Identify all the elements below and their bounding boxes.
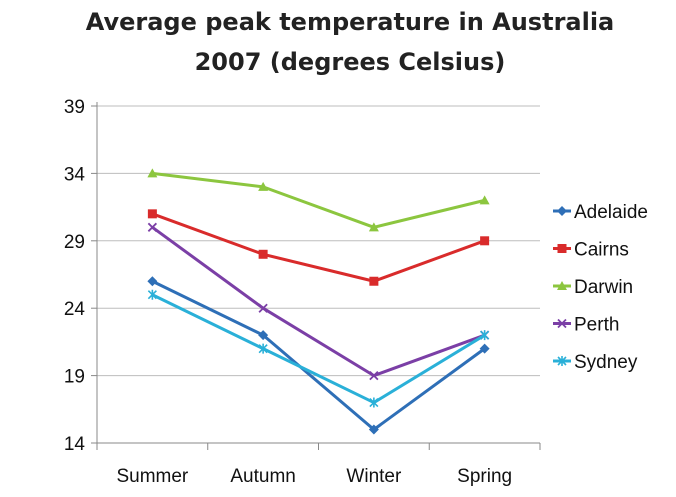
data-point-cairns — [258, 249, 268, 259]
legend-label-adelaide: Adelaide — [574, 202, 648, 223]
axes: 39 34 29 24 19 14 Summer Autumn Winter Spring — [64, 97, 541, 487]
data-point-sydney — [369, 397, 379, 408]
data-point-darwin — [258, 181, 269, 191]
data-point-cairns — [480, 236, 490, 246]
series-cairns — [147, 209, 490, 286]
legend-label-sydney: Sydney — [574, 352, 638, 373]
data-point-sydney — [147, 289, 157, 300]
series-lines — [147, 168, 490, 435]
series-line-sydney — [151, 293, 486, 405]
chart-title-line-1: Average peak temperature in Australia — [86, 8, 615, 36]
data-point-perth — [258, 303, 268, 313]
series-line-cairns — [151, 212, 486, 283]
data-point-sydney — [258, 343, 268, 354]
data-point-darwin — [147, 168, 158, 178]
legend-item-cairns: Cairns — [553, 240, 629, 261]
series-line-darwin — [152, 171, 485, 229]
data-point-cairns — [147, 209, 157, 219]
legend-item-darwin: Darwin — [553, 277, 633, 298]
x-tick-label: Spring — [457, 466, 512, 487]
legend-swatch-marker — [557, 244, 567, 253]
x-tick-label: Winter — [346, 466, 402, 487]
legend-swatch-marker — [557, 318, 567, 329]
gridlines — [97, 105, 540, 377]
series-adelaide — [147, 276, 490, 435]
legend-swatch-marker — [557, 281, 567, 290]
legend: Adelaide Cairns Darwin Perth Sydney — [553, 202, 648, 373]
series-sydney — [147, 289, 490, 408]
legend-label-darwin: Darwin — [574, 277, 633, 298]
series-perth — [147, 222, 490, 381]
legend-item-perth: Perth — [553, 315, 619, 336]
data-point-adelaide — [368, 424, 379, 435]
data-point-adelaide — [147, 276, 158, 287]
data-point-darwin — [479, 195, 490, 205]
data-point-darwin — [368, 222, 379, 232]
series-line-perth — [151, 226, 486, 378]
legend-swatch-marker — [557, 206, 567, 216]
x-tick-label: Summer — [116, 466, 188, 487]
data-point-perth — [147, 222, 158, 232]
series-line-adelaide — [151, 279, 486, 432]
data-point-cairns — [369, 276, 379, 286]
data-point-adelaide — [258, 330, 269, 341]
data-point-adelaide — [479, 343, 490, 354]
data-point-perth — [369, 370, 379, 381]
y-tick-label: 14 — [64, 434, 86, 455]
legend-item-sydney: Sydney — [553, 352, 638, 373]
x-tick-label: Autumn — [230, 466, 295, 487]
legend-label-perth: Perth — [574, 315, 619, 336]
chart-title-line-2: 2007 (degrees Celsius) — [195, 48, 506, 76]
y-tick-label: 34 — [64, 164, 86, 185]
legend-item-adelaide: Adelaide — [553, 202, 648, 223]
y-tick-label: 24 — [64, 299, 86, 320]
legend-swatch-marker — [557, 356, 567, 366]
y-tick-label: 39 — [64, 97, 85, 118]
data-point-sydney — [480, 330, 490, 341]
series-darwin — [147, 168, 490, 232]
y-tick-label: 19 — [64, 367, 85, 388]
y-tick-label: 29 — [64, 232, 85, 253]
legend-label-cairns: Cairns — [574, 240, 629, 261]
